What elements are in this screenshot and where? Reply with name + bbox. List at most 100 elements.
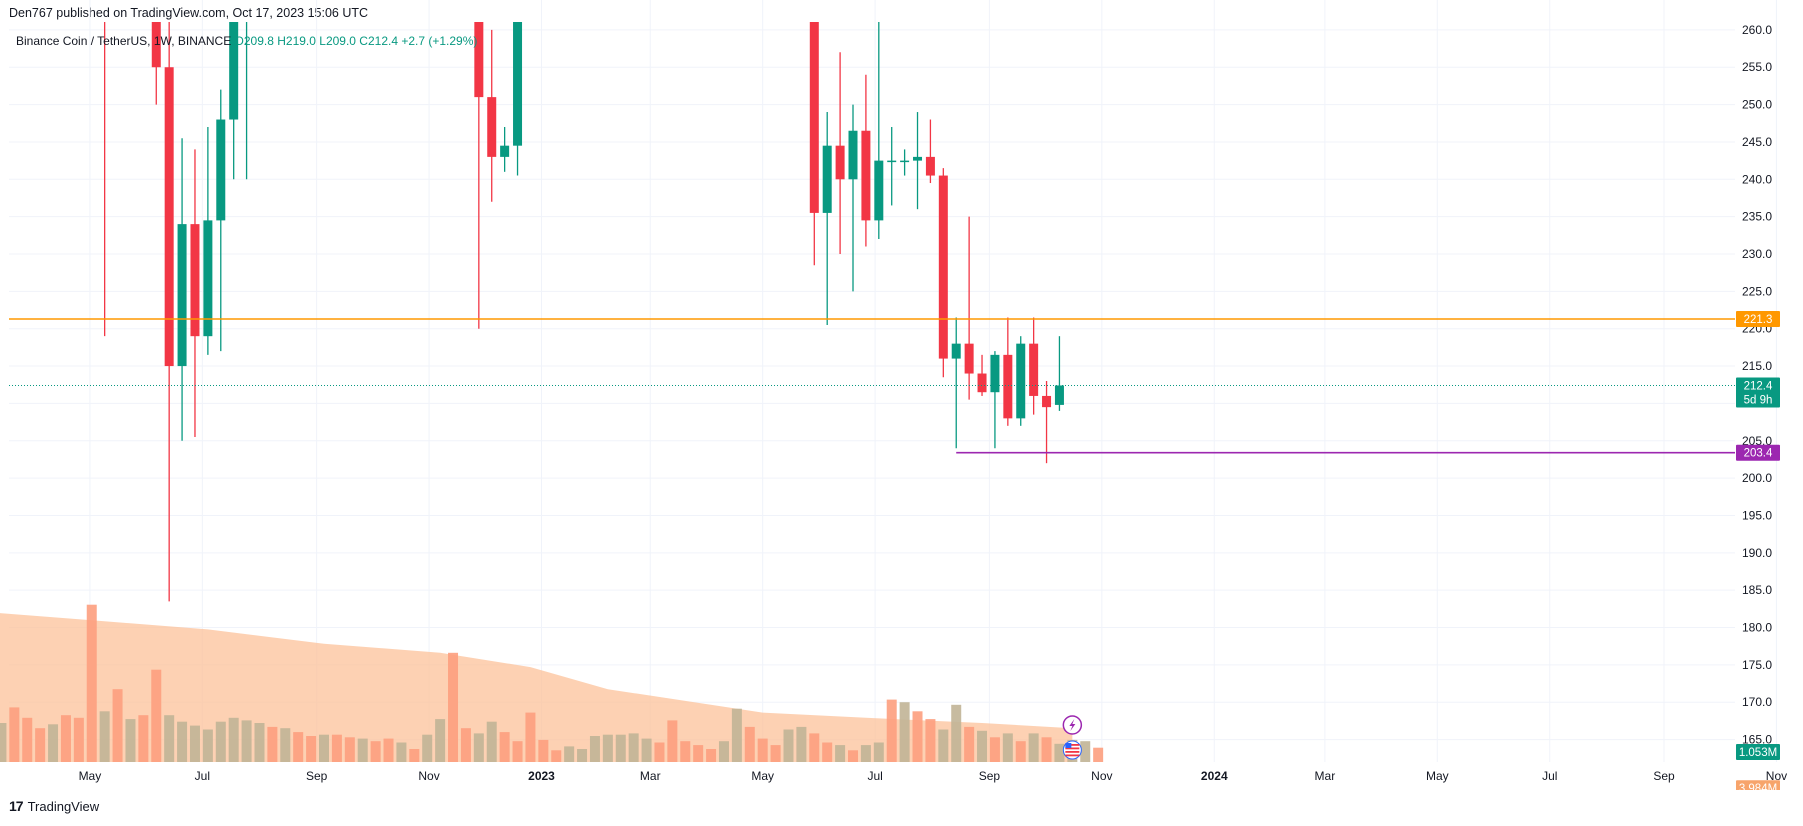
volume-bar [499,732,510,762]
volume-bar [215,721,226,762]
time-tick-label: May [79,769,102,783]
publisher-text: Den767 published on TradingView.com, Oct… [9,6,369,20]
price-tags: 221.3 212.4 5d 9h 203.4 3.984M 1.053M [1736,310,1780,790]
candle-body [951,343,961,359]
volume-bar [654,742,665,762]
volume-bar [331,734,342,762]
price-tick-label: 230.0 [1742,247,1772,261]
volume-bar [770,745,781,762]
volume-bar [873,742,884,762]
volume-bar [125,719,136,762]
candle-body [990,354,1000,393]
time-tick-label: Sep [306,769,328,783]
flag-stripe [1065,744,1080,746]
volume-bar [409,749,420,762]
volume-bar [60,715,71,762]
volume-bar [473,733,484,762]
volume-bar [977,730,988,762]
volume-bar [809,733,820,762]
candle-body [822,145,832,213]
volume-bar [641,738,652,762]
volume-bar [48,724,59,762]
resistance-price-tag: 221.3 [1736,310,1780,327]
time-tick-label: May [1426,769,1449,783]
volume-bar [1093,747,1104,762]
price-tick-label: 195.0 [1742,508,1772,522]
price-tick-label: 190.0 [1742,546,1772,560]
candle-body [874,160,884,221]
last-price-tag-text: 212.4 [1744,380,1773,392]
last-price-tag-text: 5d 9h [1744,394,1773,406]
symbol-legend: Binance Coin / TetherUS, 1W, BINANCE O20… [16,34,477,48]
volume-bar [486,721,497,762]
price-tick-label: 240.0 [1742,172,1772,186]
flag-canton [1065,743,1072,748]
price-chart[interactable]: 165.0 170.0 175.0 180.0 185.0 190.0 195.0 200.0… [0,0,1803,790]
volume-bar [86,604,97,762]
candle-body [913,156,923,161]
flag-stripe [1065,747,1080,750]
candle-body [151,22,161,68]
candle-body [1016,343,1026,419]
volume-bar [448,652,459,762]
volume-pane [0,604,1104,762]
volume-bar [138,715,149,762]
candle-body [938,175,948,359]
tradingview-logo-icon: 17 [9,798,24,814]
volume-bar [357,738,368,762]
volume-bar [1002,733,1013,762]
support-price-tag-text: 203.4 [1744,448,1773,460]
candle-body [177,224,187,367]
time-tick-label: Jul [1542,769,1557,783]
price-tick-label: 250.0 [1742,98,1772,112]
candle-body [835,145,845,180]
time-tick-label: Sep [979,769,1001,783]
price-tick-label: 235.0 [1742,210,1772,224]
volume-bar [73,717,84,762]
volume-bar [396,742,407,762]
volume-bar [628,733,639,762]
candle-body [1029,343,1039,396]
candles [104,22,1064,602]
candle-body [1042,395,1052,408]
price-tick-label: 245.0 [1742,135,1772,149]
volume-bar [435,719,446,762]
brand-name: TradingView [27,798,100,814]
price-tick-label: 200.0 [1742,471,1772,485]
volume-bar [267,726,278,762]
candle-body [925,156,935,176]
candle-body [474,22,484,98]
candle-body [216,119,226,221]
time-tick-label: May [751,769,774,783]
time-tick-label: 2023 [528,769,555,783]
price-tick-label: 225.0 [1742,284,1772,298]
volume-bar [602,734,613,762]
volume-bar [99,711,110,762]
volume-bar [848,750,859,762]
volume-bar [22,717,33,762]
volume-bar [899,702,910,762]
volume-bar [1054,743,1065,762]
footer-brand[interactable]: 17 TradingView [9,798,99,814]
price-tick-label: 215.0 [1742,359,1772,373]
candle-body [229,22,239,120]
volume-bar [835,745,846,762]
candle-body [500,145,510,157]
candle-body [203,220,213,337]
volume-bar [912,711,923,762]
volume-bar [744,726,755,762]
volume-bar [589,736,600,762]
price-tick-label: 255.0 [1742,60,1772,74]
volume-bar [693,745,704,762]
symbol-title: Binance Coin / TetherUS, 1W, BINANCE [16,34,232,48]
volume-value-tag-text: 1.053M [1739,747,1777,759]
time-axis: Mar May Jul Sep Nov 2023 Mar May Jul Sep Nov 2024 Ma… [79,769,1788,783]
time-tick-label: Sep [1653,769,1675,783]
candle-body [887,160,897,163]
volume-bar [1028,733,1039,762]
price-tick-label: 170.0 [1742,695,1772,709]
volume-bar [564,746,575,762]
candle-body [861,130,871,221]
volume-bar [1015,741,1026,762]
volume-bar [254,723,265,762]
